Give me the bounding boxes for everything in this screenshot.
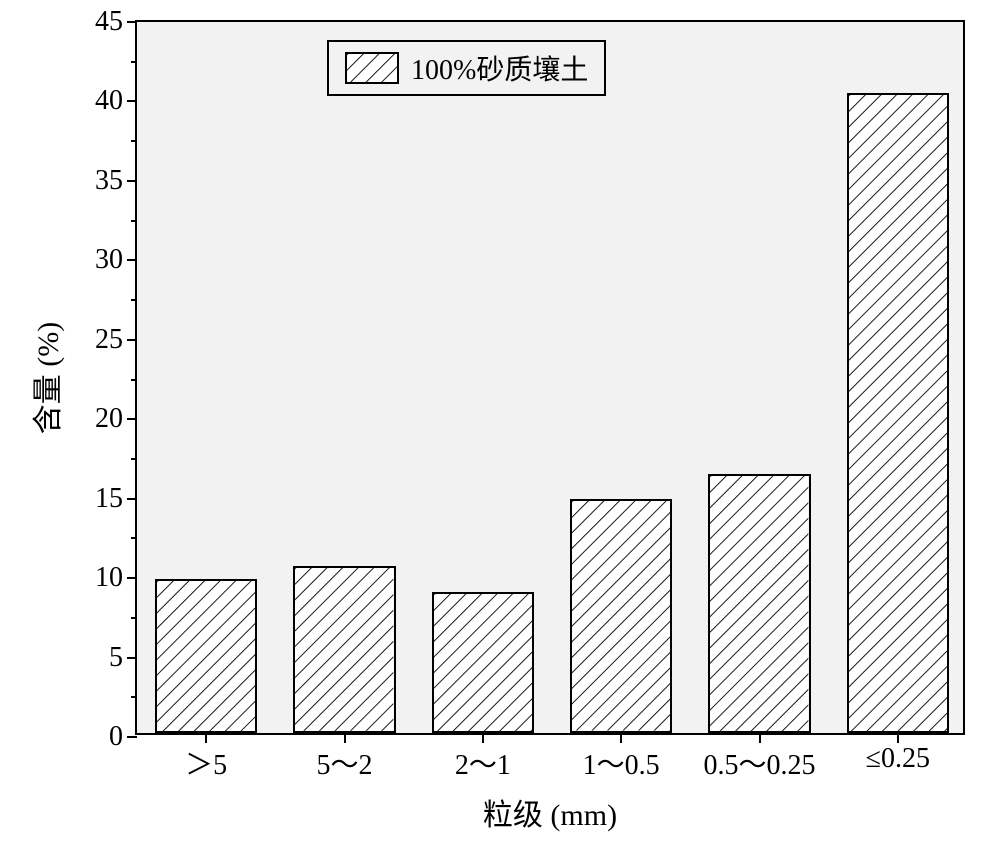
y-tick-label: 45 <box>95 6 123 38</box>
x-tick-label: 1～0.5 <box>583 743 660 783</box>
y-axis-title: 含量 (%) <box>23 321 67 433</box>
y-tick-label: 10 <box>95 562 123 594</box>
bar <box>708 474 810 733</box>
x-tick-label: 0.5～0.25 <box>703 743 815 783</box>
x-tick-label: ＞5 <box>185 743 227 783</box>
bar <box>432 592 534 733</box>
y-tick-label: 40 <box>95 85 123 117</box>
y-tick-label: 35 <box>95 165 123 197</box>
x-tick-label: 5～2 <box>316 743 372 783</box>
x-tick-label: ≤0.25 <box>866 743 930 775</box>
plot-area: 100%砂质壤土 051015202530354045＞55～22～11～0.5… <box>135 20 965 735</box>
legend-swatch <box>345 52 399 84</box>
y-tick-label: 15 <box>95 483 123 515</box>
bar <box>155 579 257 733</box>
x-tick-label: 2～1 <box>455 743 511 783</box>
bar <box>570 499 672 733</box>
y-tick-label: 20 <box>95 403 123 435</box>
bar <box>847 93 949 733</box>
legend-label: 100%砂质壤土 <box>411 48 588 88</box>
y-tick-label: 5 <box>109 642 123 674</box>
y-tick-label: 0 <box>109 721 123 753</box>
bar <box>293 566 395 733</box>
figure-root: 100%砂质壤土 0 5 10 15 20 25 30 35 40 45 ＞5 5～2 2～1 1～0.5… <box>0 0 1000 847</box>
y-tick-label: 30 <box>95 244 123 276</box>
legend: 100%砂质壤土 <box>327 40 606 96</box>
y-tick-label: 25 <box>95 324 123 356</box>
x-axis-title: 粒级 (mm) <box>483 790 617 834</box>
